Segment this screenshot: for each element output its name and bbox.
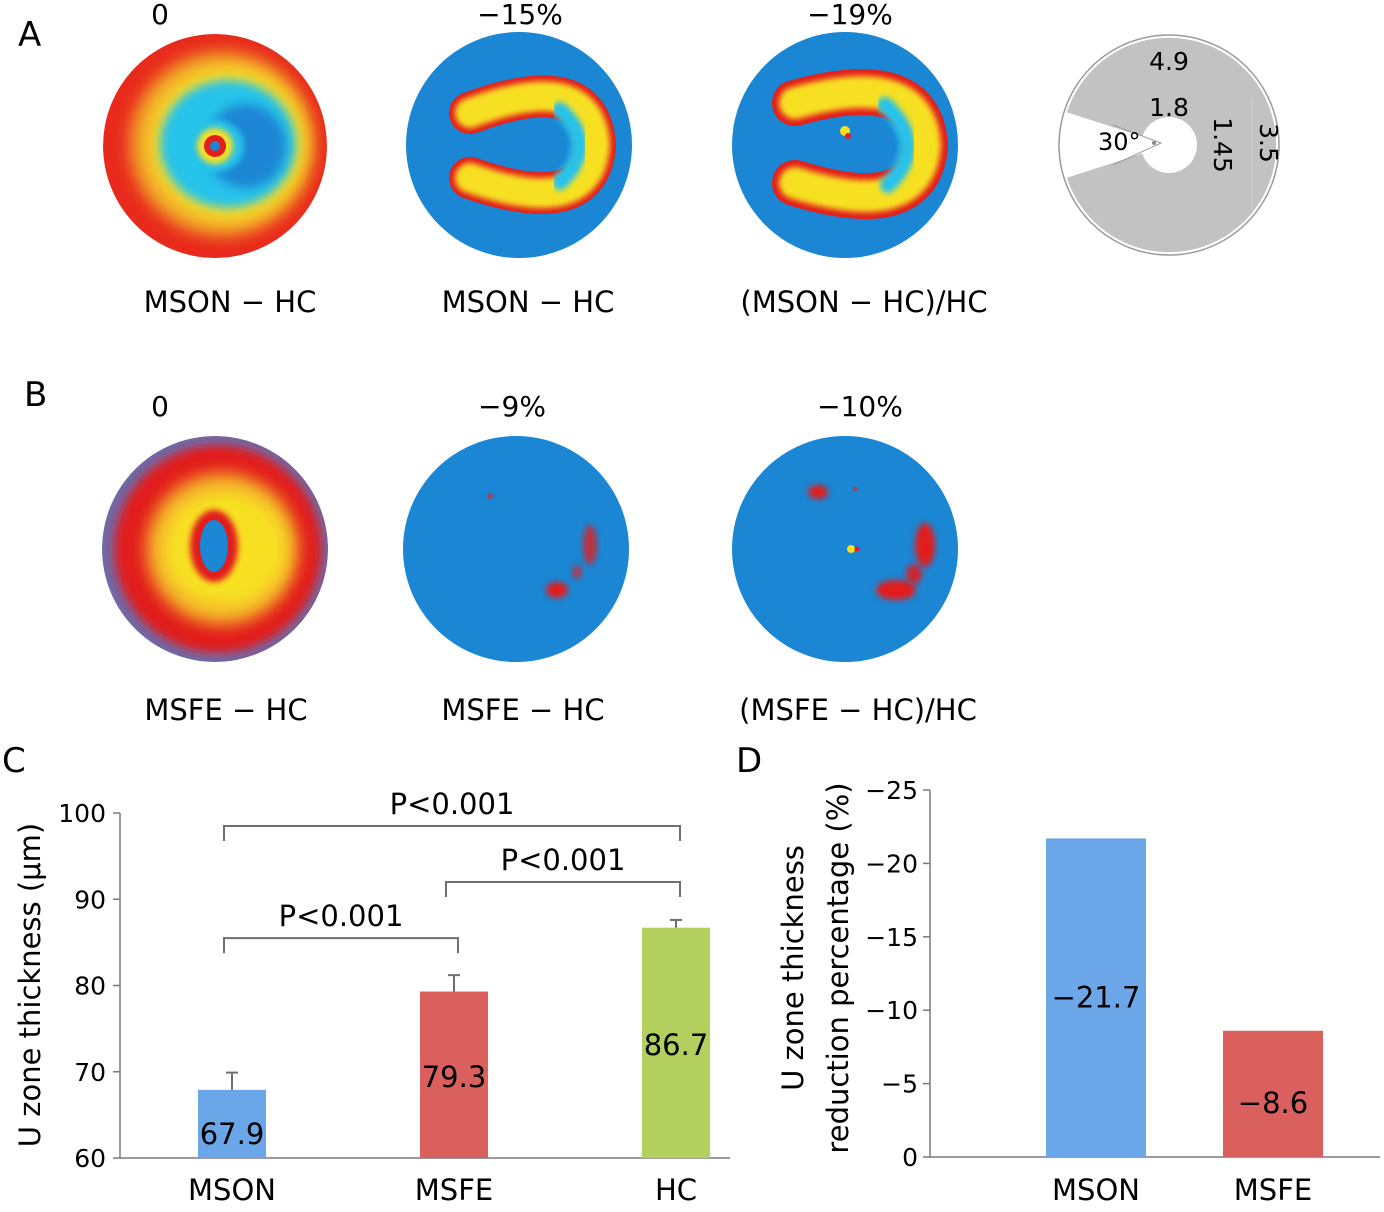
map-a1-caption: MSON − HC: [144, 285, 317, 319]
panel-letter-d: D: [736, 741, 762, 781]
chart-c-significance-label: P<0.001: [279, 899, 404, 933]
u-zone-schematic: 4.9 1.8 30° 1.45 3.5: [1058, 34, 1283, 256]
map-a3-percent: −19%: [807, 0, 893, 31]
chart-d-y-label-line1: U zone thickness: [776, 845, 810, 1091]
chart-c-bar-mson: [198, 1089, 266, 1158]
chart-c-bar-msfe: [420, 991, 488, 1158]
chart-c-x-tick-label: MSFE: [415, 1173, 493, 1207]
chart-d: 0 −5 −10 −15 −20 −25 −21.7 MSON −8.6 MSFE U zone t…: [776, 776, 1380, 1207]
chart-c-y-tick-label: 70: [74, 1058, 106, 1087]
thickness-map-a3: [732, 32, 958, 258]
chart-c-significance-bracket: [223, 937, 459, 954]
chart-c-significance-bracket: [445, 881, 681, 897]
chart-d-x-tick-label: MSFE: [1234, 1173, 1312, 1207]
panel-letter-c: C: [2, 741, 26, 781]
chart-c-x-tick-label: HC: [655, 1173, 697, 1207]
map-a3-caption: (MSON − HC)/HC: [740, 285, 987, 319]
chart-c-value-label: 86.7: [644, 1028, 709, 1062]
map-b1-caption: MSFE − HC: [144, 693, 307, 727]
chart-d-y-tick-label: 0: [902, 1143, 918, 1172]
schematic-inner-label: 1.8: [1149, 93, 1189, 122]
chart-c-bar-hc: [642, 927, 710, 1158]
chart-d-value-label: −21.7: [1052, 981, 1141, 1015]
chart-c-value-label: 79.3: [422, 1060, 487, 1094]
chart-c-y-tick-label: 60: [74, 1144, 106, 1173]
schematic-width-label: 1.45: [1208, 117, 1237, 173]
chart-d-bar-mson: [1046, 838, 1146, 1157]
chart-d-bar-msfe: [1223, 1030, 1323, 1157]
schematic-angle-label: 30°: [1098, 128, 1141, 156]
chart-d-x-tick-label: MSON: [1052, 1173, 1140, 1207]
chart-c: 60 70 80 90 100 67.9 MSON 79.3 MSFE 86.7 HC P<0.001…: [13, 787, 730, 1207]
map-b2-caption: MSFE − HC: [441, 693, 604, 727]
map-a2-caption: MSON − HC: [442, 285, 615, 319]
chart-c-significance-label: P<0.001: [390, 787, 515, 821]
thickness-map-a2: [406, 32, 632, 258]
thickness-map-b3: [732, 436, 958, 662]
map-a2-percent: −15%: [477, 0, 563, 31]
schematic-radius-label: 3.5: [1254, 123, 1283, 163]
chart-d-y-tick-label: −20: [865, 849, 918, 878]
panel-letter-a: A: [18, 15, 41, 55]
chart-d-y-tick-label: −25: [865, 776, 918, 805]
map-b3-caption: (MSFE − HC)/HC: [739, 693, 977, 727]
chart-d-value-label: −8.6: [1238, 1086, 1308, 1120]
map-b2-percent: −9%: [478, 390, 546, 423]
chart-d-y-tick-label: −10: [865, 996, 918, 1025]
chart-c-y-label: U zone thickness (μm): [13, 823, 47, 1147]
chart-d-y-label-line2: reduction percentage (%): [821, 782, 855, 1153]
chart-c-y-tick-label: 90: [74, 885, 106, 914]
chart-d-y-tick-label: −5: [881, 1070, 918, 1099]
map-a1-percent: 0: [151, 0, 169, 31]
chart-c-x-tick-label: MSON: [188, 1173, 276, 1207]
thickness-map-b2: [403, 436, 629, 662]
map-b3-percent: −10%: [817, 390, 903, 423]
map-b1-percent: 0: [151, 390, 169, 423]
chart-c-significance-bracket: [223, 824, 681, 841]
panel-letter-b: B: [24, 375, 47, 415]
thickness-map-b1: [102, 436, 328, 662]
chart-c-y-tick-label: 100: [58, 799, 106, 828]
thickness-map-a1: [103, 34, 327, 258]
schematic-outer-label: 4.9: [1149, 47, 1189, 76]
chart-c-y-tick-label: 80: [74, 972, 106, 1001]
chart-c-value-label: 67.9: [200, 1117, 265, 1151]
chart-c-significance-label: P<0.001: [501, 843, 626, 877]
chart-d-y-tick-label: −15: [865, 923, 918, 952]
